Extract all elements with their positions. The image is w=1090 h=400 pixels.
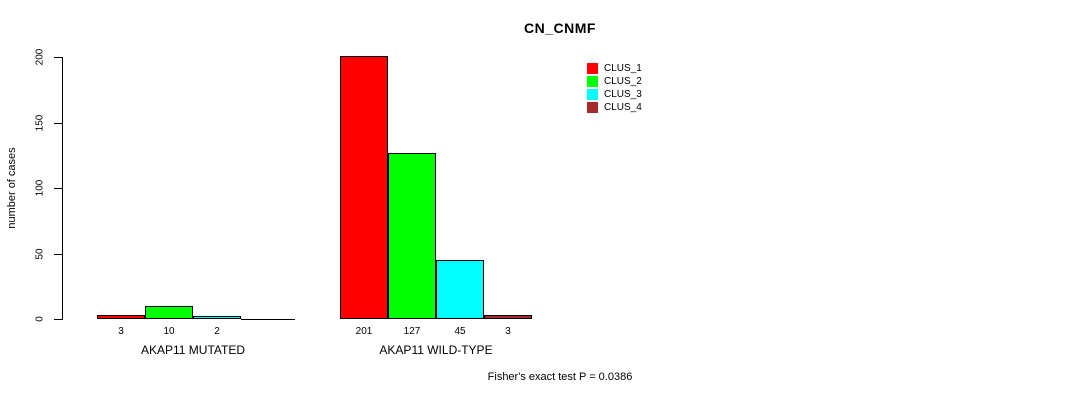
y-tick-label: 200: [34, 48, 46, 66]
bar-value-label: 3: [118, 326, 124, 337]
chart-title: CN_CNMF: [524, 20, 596, 36]
bar-clus_2-group1: [145, 306, 193, 319]
bar-value-label: 3: [505, 326, 511, 337]
legend-label: CLUS_4: [604, 102, 642, 113]
legend-label: CLUS_3: [604, 89, 642, 100]
bar-value-label: 10: [163, 326, 175, 337]
y-axis-label: number of cases: [6, 147, 18, 229]
legend-item-clus_2: CLUS_2: [587, 75, 642, 88]
y-axis-line: [62, 57, 63, 320]
legend-swatch-icon: [587, 63, 598, 74]
y-tick-mark: [54, 57, 62, 58]
legend: CLUS_1 CLUS_2 CLUS_3 CLUS_4: [587, 62, 642, 114]
bar-clus_1-group1: [97, 315, 145, 319]
bar-clus_2-group2: [388, 153, 436, 319]
fisher-test-annotation: Fisher's exact test P = 0.0386: [487, 371, 633, 383]
bar-value-label: 45: [454, 326, 466, 337]
legend-item-clus_3: CLUS_3: [587, 88, 642, 101]
y-tick-mark: [54, 188, 62, 189]
x-category-label: AKAP11 MUTATED: [140, 343, 246, 357]
bar-value-label: 201: [355, 326, 373, 337]
legend-item-clus_4: CLUS_4: [587, 101, 642, 114]
y-tick-label: 0: [34, 316, 46, 322]
legend-swatch-icon: [587, 89, 598, 100]
y-tick-mark: [54, 253, 62, 255]
y-tick-mark: [54, 319, 62, 320]
bar-clus_3-group2: [436, 260, 484, 319]
legend-swatch-icon: [587, 102, 598, 113]
legend-label: CLUS_1: [604, 63, 642, 74]
y-tick-label: 150: [34, 114, 46, 131]
y-tick-mark: [54, 122, 62, 124]
legend-swatch-icon: [587, 76, 598, 87]
bar-value-label: 2: [214, 326, 220, 337]
bar-clus_3-group1: [193, 316, 241, 319]
x-category-label: AKAP11 WILD-TYPE: [379, 343, 493, 357]
bar-clus_1-group2: [340, 56, 388, 319]
bar-value-label: 127: [403, 326, 421, 337]
y-tick-label: 50: [34, 247, 46, 260]
legend-item-clus_1: CLUS_1: [587, 62, 642, 75]
legend-label: CLUS_2: [604, 76, 642, 87]
bar-clus_4-group2: [484, 315, 532, 319]
y-tick-label: 100: [34, 179, 46, 197]
bar-clus_4-group1: [241, 319, 295, 320]
